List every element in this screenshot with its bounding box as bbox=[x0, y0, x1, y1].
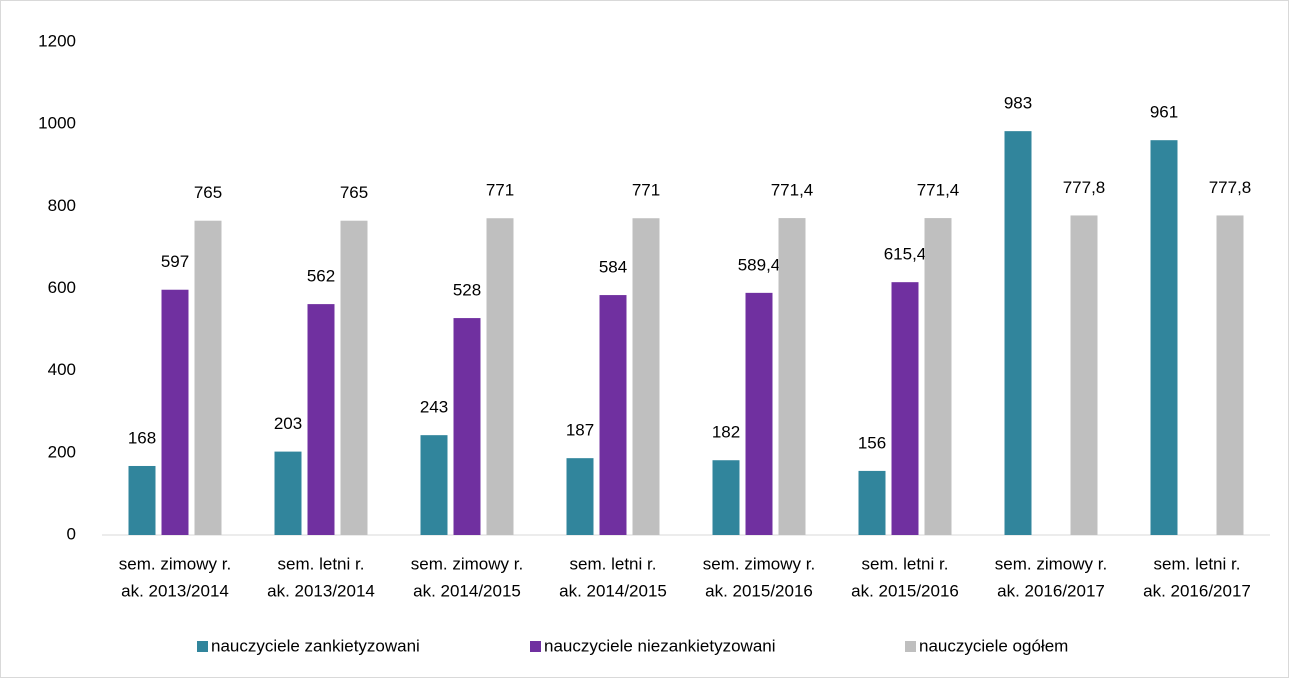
bar bbox=[1216, 215, 1244, 535]
y-tick-label: 1200 bbox=[38, 31, 76, 50]
data-label: 961 bbox=[1150, 103, 1178, 122]
data-label: 777,8 bbox=[1063, 178, 1106, 197]
x-tick-label: ak. 2013/2014 bbox=[267, 581, 375, 600]
data-label: 777,8 bbox=[1209, 178, 1252, 197]
y-tick-label: 200 bbox=[48, 442, 76, 461]
bar bbox=[566, 458, 594, 535]
bar bbox=[128, 465, 156, 535]
x-tick-label: sem. letni r. bbox=[278, 554, 365, 573]
data-label: 156 bbox=[858, 433, 886, 452]
data-label: 597 bbox=[161, 252, 189, 271]
data-label: 584 bbox=[599, 258, 627, 277]
data-label: 243 bbox=[420, 398, 448, 417]
x-tick-label: sem. letni r. bbox=[862, 554, 949, 573]
data-label: 203 bbox=[274, 414, 302, 433]
bar bbox=[194, 220, 222, 535]
bar bbox=[161, 289, 189, 535]
legend-label: nauczyciele niezankietyzowani bbox=[544, 636, 776, 655]
data-label: 589,4 bbox=[738, 255, 781, 274]
data-label: 187 bbox=[566, 421, 594, 440]
y-tick-label: 1000 bbox=[38, 114, 76, 133]
data-label: 615,4 bbox=[884, 245, 927, 264]
data-label: 562 bbox=[307, 267, 335, 286]
y-tick-label: 800 bbox=[48, 196, 76, 215]
data-label: 771,4 bbox=[771, 181, 814, 200]
x-tick-label: sem. zimowy r. bbox=[411, 554, 523, 573]
bar bbox=[1070, 215, 1098, 535]
bar bbox=[891, 282, 919, 535]
data-label: 765 bbox=[194, 183, 222, 202]
bar bbox=[307, 304, 335, 535]
bar bbox=[1004, 131, 1032, 536]
y-tick-label: 0 bbox=[67, 524, 76, 543]
data-label: 771,4 bbox=[917, 181, 960, 200]
bar bbox=[599, 295, 627, 535]
bar bbox=[858, 470, 886, 535]
x-tick-label: sem. letni r. bbox=[1154, 554, 1241, 573]
x-tick-label: ak. 2014/2015 bbox=[559, 581, 667, 600]
x-tick-label: sem. zimowy r. bbox=[119, 554, 231, 573]
data-label: 765 bbox=[340, 183, 368, 202]
x-tick-label: ak. 2016/2017 bbox=[997, 581, 1105, 600]
data-label: 771 bbox=[486, 181, 514, 200]
legend-label: nauczyciele ogółem bbox=[919, 636, 1068, 655]
bar bbox=[486, 218, 514, 535]
bar bbox=[274, 451, 302, 535]
bar bbox=[1150, 140, 1178, 536]
data-label: 182 bbox=[712, 423, 740, 442]
bar bbox=[712, 460, 740, 535]
x-tick-label: ak. 2015/2016 bbox=[705, 581, 813, 600]
legend-swatch bbox=[197, 641, 208, 652]
x-tick-label: sem. zimowy r. bbox=[995, 554, 1107, 573]
x-tick-label: ak. 2013/2014 bbox=[121, 581, 229, 600]
x-tick-label: sem. zimowy r. bbox=[703, 554, 815, 573]
y-tick-label: 400 bbox=[48, 360, 76, 379]
data-label: 168 bbox=[128, 428, 156, 447]
x-tick-label: ak. 2015/2016 bbox=[851, 581, 959, 600]
bar bbox=[420, 435, 448, 535]
data-label: 528 bbox=[453, 281, 481, 300]
data-label: 771 bbox=[632, 181, 660, 200]
legend-swatch bbox=[530, 641, 541, 652]
bar bbox=[453, 318, 481, 535]
bar bbox=[924, 218, 952, 535]
legend-label: nauczyciele zankietyzowani bbox=[211, 636, 420, 655]
x-tick-label: ak. 2016/2017 bbox=[1143, 581, 1251, 600]
bar bbox=[632, 218, 660, 535]
x-tick-label: sem. letni r. bbox=[570, 554, 657, 573]
x-tick-label: ak. 2014/2015 bbox=[413, 581, 521, 600]
legend-swatch bbox=[905, 641, 916, 652]
bar bbox=[745, 292, 773, 535]
y-tick-label: 600 bbox=[48, 278, 76, 297]
bar bbox=[340, 220, 368, 535]
data-label: 983 bbox=[1004, 94, 1032, 113]
bar bbox=[778, 218, 806, 535]
